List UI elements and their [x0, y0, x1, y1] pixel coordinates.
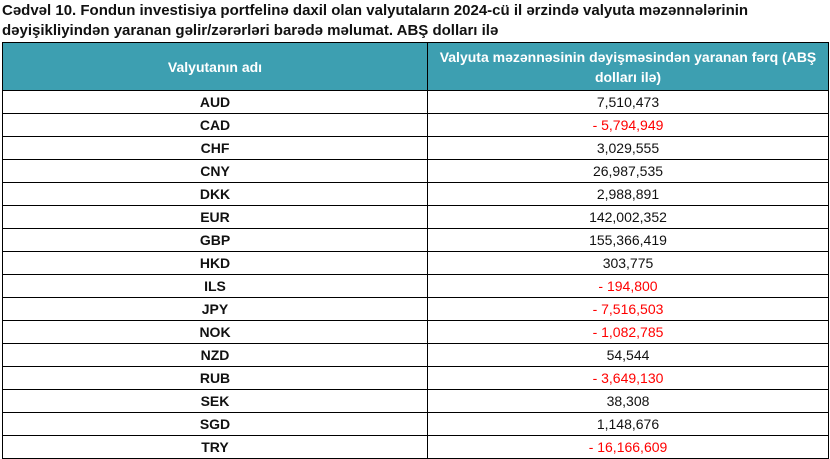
difference-value-cell: 26,987,535	[427, 159, 829, 183]
difference-value-cell: - 3,649,130	[427, 366, 829, 390]
table-row: SGD 1,148,676	[2, 412, 829, 436]
difference-value-cell: 2,988,891	[427, 182, 829, 206]
currency-code-cell: EUR	[2, 205, 428, 229]
table-row: CNY 26,987,535	[2, 159, 829, 183]
table-row: HKD 303,775	[2, 251, 829, 275]
difference-value-cell: 7,510,473	[427, 90, 829, 114]
difference-value-cell: 155,366,419	[427, 228, 829, 252]
table-row: NZD 54,544	[2, 343, 829, 367]
table-row: JPY - 7,516,503	[2, 297, 829, 321]
table-row: CAD - 5,794,949	[2, 113, 829, 137]
difference-value-cell: 38,308	[427, 389, 829, 413]
currency-code-cell: CAD	[2, 113, 428, 137]
table-row: CHF 3,029,555	[2, 136, 829, 160]
table-row: SEK 38,308	[2, 389, 829, 413]
difference-value-cell: - 5,794,949	[427, 113, 829, 137]
table-row: AUD 7,510,473	[2, 90, 829, 114]
difference-value-cell: - 194,800	[427, 274, 829, 298]
difference-value-cell: 54,544	[427, 343, 829, 367]
table-row: RUB - 3,649,130	[2, 366, 829, 390]
currency-code-cell: HKD	[2, 251, 428, 275]
currency-code-cell: CNY	[2, 159, 428, 183]
currency-code-cell: NOK	[2, 320, 428, 344]
currency-code-cell: NZD	[2, 343, 428, 367]
column-header-difference: Valyuta məzənnəsinin dəyişməsindən yaran…	[427, 42, 829, 91]
difference-value-cell: - 1,082,785	[427, 320, 829, 344]
table-caption: Cədvəl 10. Fondun investisiya portfelinə…	[2, 2, 749, 39]
difference-value-cell: 3,029,555	[427, 136, 829, 160]
table-row: NOK - 1,082,785	[2, 320, 829, 344]
table-body: AUD 7,510,473 CAD - 5,794,949 CHF 3,029,555 CN…	[2, 90, 829, 459]
table-row: DKK 2,988,891	[2, 182, 829, 206]
currency-code-cell: SGD	[2, 412, 428, 436]
currency-code-cell: GBP	[2, 228, 428, 252]
currency-gain-loss-table: Valyutanın adı Valyuta məzənnəsinin dəyi…	[2, 42, 829, 459]
difference-value-cell: - 16,166,609	[427, 435, 829, 459]
difference-value-cell: 303,775	[427, 251, 829, 275]
column-header-currency: Valyutanın adı	[2, 42, 428, 91]
difference-value-cell: 142,002,352	[427, 205, 829, 229]
difference-value-cell: 1,148,676	[427, 412, 829, 436]
currency-code-cell: TRY	[2, 435, 428, 459]
currency-code-cell: AUD	[2, 90, 428, 114]
table-row: ILS - 194,800	[2, 274, 829, 298]
table-header-row: Valyutanın adı Valyuta məzənnəsinin dəyi…	[2, 42, 829, 91]
currency-code-cell: RUB	[2, 366, 428, 390]
table-row: EUR 142,002,352	[2, 205, 829, 229]
difference-value-cell: - 7,516,503	[427, 297, 829, 321]
currency-code-cell: DKK	[2, 182, 428, 206]
table-row: GBP 155,366,419	[2, 228, 829, 252]
currency-code-cell: ILS	[2, 274, 428, 298]
currency-code-cell: JPY	[2, 297, 428, 321]
table-row: TRY - 16,166,609	[2, 435, 829, 459]
currency-code-cell: SEK	[2, 389, 428, 413]
currency-code-cell: CHF	[2, 136, 428, 160]
